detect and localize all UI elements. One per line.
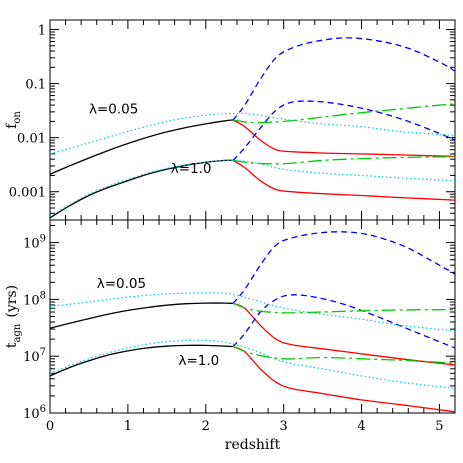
y-tick-exponent: 7 [40,347,46,358]
annotation-label: λ=0.05 [97,276,146,292]
x-tick-label: 3 [280,419,288,434]
y-axis-label-unit: (yrs) [4,285,20,318]
y-axis-label: fon [4,111,23,129]
y-tick-label: 106 [23,404,46,422]
x-tick-label: 4 [357,419,365,434]
series-line-3 [232,159,455,201]
series-line-8 [50,112,455,155]
y-tick-label: 109 [23,234,46,252]
y-axis-label-main: t [4,342,20,348]
y-tick-label: 108 [23,290,46,308]
x-tick-label: 2 [202,419,210,434]
y-tick-base: 10 [23,350,40,365]
series-line-7 [232,155,455,165]
y-tick-base: 10 [23,293,40,308]
series-line-8 [50,292,455,332]
series-line-0 [50,119,234,175]
series-group [50,37,455,219]
panel-top-fon: 0.001 0.01 0.1 1 fon λ=0.05 λ=1.0 [4,19,456,221]
y-tick-label: 1 [38,24,46,39]
series-line-3 [232,345,455,413]
plot-frame [49,19,456,221]
series-line-6 [232,103,455,124]
y-axis-label-main: f [4,122,20,129]
annotation-label: λ=0.05 [89,101,138,117]
series-line-4 [232,37,455,121]
x-tick-label: 0 [46,419,54,434]
x-axis-label: redshift [225,437,281,453]
series-line-2 [232,119,455,158]
y-tick-base: 10 [23,237,40,252]
y-tick-label: 0.001 [9,186,46,201]
series-line-9 [50,159,455,217]
y-tick-base: 10 [23,407,40,422]
series-line-2 [232,302,455,366]
y-axis-label-subscript: on [12,111,23,124]
x-tick-label: 1 [124,419,132,434]
y-tick-label: 107 [23,347,46,365]
y-axis-label-subscript: agn [12,323,23,342]
y-tick-exponent: 8 [40,290,46,301]
y-tick-exponent: 9 [40,234,46,245]
series-line-0 [50,302,234,329]
y-tick-exponent: 6 [40,404,46,415]
series-group [50,231,455,413]
annotation-label: λ=1.0 [179,353,220,369]
x-tick-label: 5 [435,419,443,434]
series-line-5 [232,294,455,349]
y-tick-label: 0.1 [25,78,46,93]
y-axis-label: tagn (yrs) [4,285,23,348]
y-tick-label: 0.01 [17,132,46,147]
series-line-5 [232,100,455,161]
series-line-6 [232,302,455,314]
series-line-9 [50,339,455,390]
series-line-4 [232,231,455,304]
annotation-label: λ=1.0 [171,161,212,177]
series-line-1 [50,344,234,377]
series-line-7 [232,345,455,364]
